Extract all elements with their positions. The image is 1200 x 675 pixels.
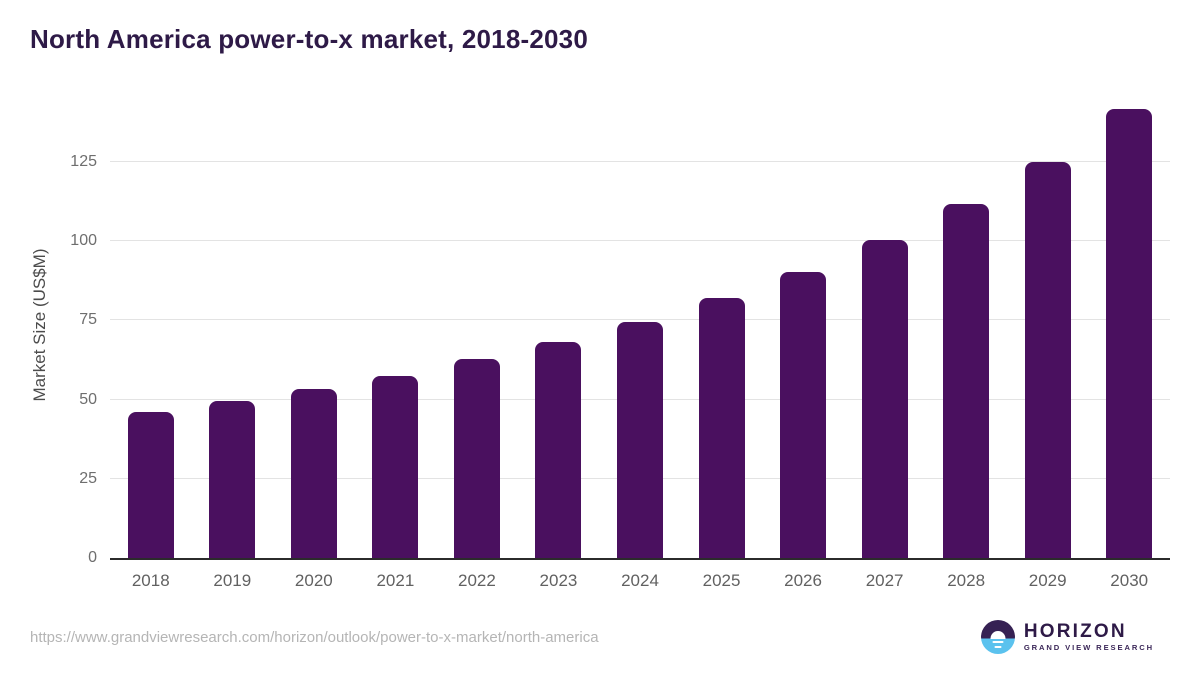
plot-area: 0 25 50 75 100 125 2018 2019 2020 2021 2022 2023 202…	[70, 100, 1170, 590]
water-line-icon	[992, 640, 1004, 643]
source-url: https://www.grandviewresearch.com/horizo…	[30, 628, 599, 646]
x-tick-label-2030: 2030	[1110, 571, 1149, 590]
x-tick-label-2023: 2023	[539, 571, 578, 590]
y-axis-title: Market Size (US$M)	[30, 248, 49, 402]
water-line-icon	[994, 645, 1002, 648]
y-tick-label-100: 100	[70, 232, 97, 250]
gridline-75	[110, 319, 1170, 321]
y-tick-label-75: 75	[79, 311, 97, 329]
bar-2029	[1024, 162, 1071, 558]
bar-2021	[372, 375, 419, 558]
bar-2020	[290, 389, 337, 558]
gridline-125	[110, 161, 1170, 162]
horizon-logo: HORIZON GRAND VIEW RESEARCH	[980, 620, 1154, 654]
bar-2026	[780, 272, 827, 558]
y-tick-label-50: 50	[79, 390, 97, 408]
y-tick-label-0: 0	[88, 549, 97, 566]
logo-brand-text: HORIZON	[1023, 620, 1127, 642]
footer: https://www.grandviewresearch.com/horizo…	[30, 611, 1154, 663]
x-tick-label-2029: 2029	[1028, 571, 1067, 590]
x-tick-label-2019: 2019	[213, 571, 252, 590]
y-tick-label-125: 125	[70, 153, 97, 170]
logo-subbrand-text: GRAND VIEW RESEARCH	[1023, 643, 1154, 653]
x-tick-label-2028: 2028	[947, 571, 986, 590]
x-tick-label-2025: 2025	[702, 571, 741, 590]
bar-2022	[453, 359, 500, 558]
bar-2030	[1106, 108, 1153, 558]
bar-2018	[127, 412, 174, 558]
x-tick-label-2021: 2021	[376, 571, 415, 590]
bar-2025	[698, 298, 745, 558]
x-tick-label-2018: 2018	[131, 571, 170, 590]
chart-title: North America power-to-x market, 2018-20…	[30, 24, 588, 54]
sun-icon	[990, 630, 1006, 639]
bar-2024	[617, 322, 663, 558]
bar-2027	[861, 239, 908, 558]
y-tick-label-25: 25	[79, 469, 97, 487]
logo-text: HORIZON GRAND VIEW RESEARCH	[1023, 620, 1154, 653]
x-tick-label-2020: 2020	[294, 571, 333, 590]
gridline-100	[110, 240, 1170, 242]
bar-2028	[943, 203, 990, 558]
x-tick-label-2024: 2024	[621, 571, 659, 590]
x-tick-label-2027: 2027	[865, 571, 904, 590]
bar-2019	[209, 401, 256, 558]
horizon-sunset-icon	[980, 620, 1015, 654]
x-tick-label-2026: 2026	[784, 571, 822, 590]
bar-2023	[535, 341, 582, 558]
x-tick-label-2022: 2022	[458, 571, 496, 590]
